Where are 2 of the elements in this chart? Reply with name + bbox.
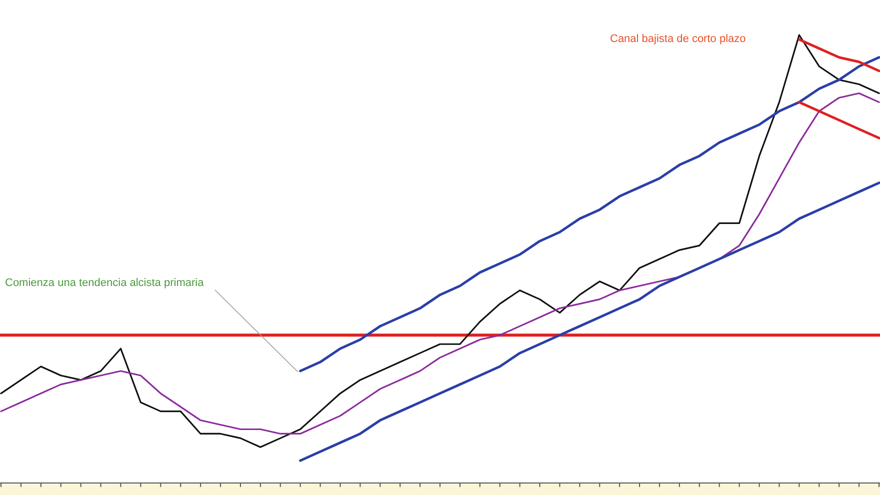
annotation: Comienza una tendencia alcista primaria [5,277,205,289]
annotation: Canal bajista de corto plazo [610,33,746,45]
